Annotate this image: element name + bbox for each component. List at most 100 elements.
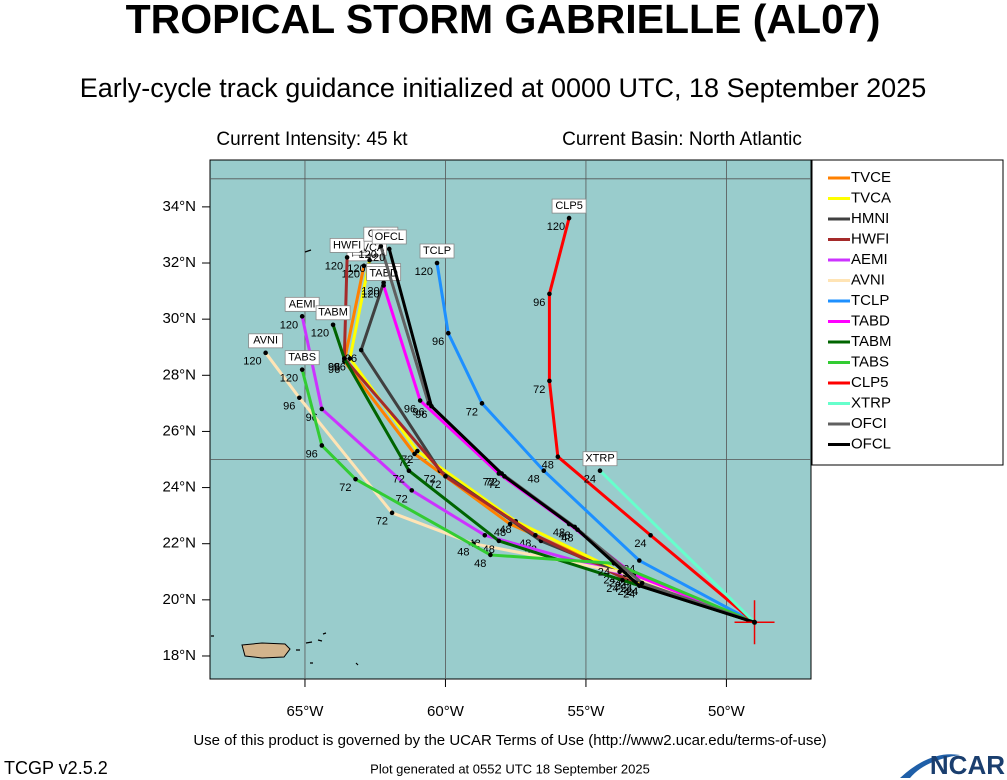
legend-label: TCLP	[851, 292, 889, 309]
track	[547, 217, 756, 624]
track	[435, 262, 756, 624]
track-point	[434, 260, 440, 266]
hour-label: 48	[474, 558, 486, 570]
hour-label: 120	[243, 356, 261, 368]
legend-box	[811, 159, 1004, 466]
hour-label: 96	[533, 297, 545, 309]
tracks: 24487296120TVCE24487296120TVCA2448729612…	[243, 198, 756, 624]
track-point	[330, 322, 336, 328]
hour-label: 120	[280, 319, 298, 331]
track-point	[406, 468, 412, 474]
hour-label: 72	[466, 406, 478, 418]
hour-label: 24	[634, 538, 646, 550]
y-tick-label: 26°N	[162, 422, 196, 439]
legend-label: OFCI	[851, 415, 887, 432]
track-point	[533, 532, 538, 538]
logo: NCAR	[930, 750, 1005, 780]
hour-label: 72	[424, 474, 436, 486]
end-label: AEMI	[289, 298, 316, 310]
y-tick-label: 24°N	[162, 479, 196, 496]
track-point	[319, 406, 325, 412]
track-point	[443, 474, 448, 479]
legend-label: HMNI	[851, 210, 889, 227]
x-tick-label: 50°W	[708, 703, 746, 720]
track	[264, 351, 756, 624]
track-point	[299, 314, 305, 319]
hour-label: 120	[325, 260, 343, 272]
y-tick-label: 22°N	[162, 535, 196, 552]
hour-label: 24	[598, 566, 610, 578]
track-point	[342, 356, 347, 361]
hour-label: 72	[488, 479, 500, 491]
end-label-box	[371, 229, 407, 245]
legend-label: CLP5	[851, 374, 889, 391]
hour-label: 24	[609, 577, 621, 589]
logo-swoosh	[900, 754, 960, 778]
hour-label: 120	[280, 373, 298, 385]
islands	[211, 249, 359, 666]
hour-label: 48	[457, 547, 469, 559]
track-point	[639, 580, 645, 586]
legend-label: TVCA	[851, 189, 891, 206]
hour-label: 24	[584, 474, 596, 486]
hour-label: 72	[339, 482, 351, 494]
basin: Current Basin: North Atlantic	[562, 129, 802, 150]
hour-label: 96	[328, 361, 340, 373]
hour-label: 48	[542, 460, 554, 472]
track-point	[575, 527, 580, 532]
track-point	[637, 583, 642, 589]
title: TROPICAL STORM GABRIELLE (AL07)	[126, 0, 881, 42]
track-point	[648, 532, 653, 538]
subtitle: Early-cycle track guidance initialized a…	[80, 73, 926, 103]
track-point	[347, 356, 353, 361]
track-point	[482, 532, 488, 538]
hour-label: 120	[358, 249, 376, 261]
hour-label: 120	[415, 266, 433, 278]
y-tick-label: 20°N	[162, 591, 196, 608]
hour-label: 48	[561, 533, 573, 545]
track-point	[415, 448, 420, 454]
legend-label: OFCL	[851, 435, 891, 452]
y-tick-label: 28°N	[162, 366, 196, 383]
hour-label: 96	[328, 361, 340, 373]
hour-label: 120	[361, 286, 379, 298]
track-point	[381, 283, 386, 288]
hour-label: 96	[283, 401, 295, 413]
end-label-box	[329, 238, 365, 253]
hour-label: 48	[494, 527, 506, 539]
intensity: Current Intensity: 45 kt	[216, 129, 408, 150]
end-label-box	[284, 296, 320, 312]
track-point	[620, 577, 625, 583]
end-label: TCLP	[423, 245, 451, 257]
track-point	[429, 403, 434, 409]
hour-label: 96	[306, 448, 318, 460]
track-point	[547, 378, 552, 384]
end-label-box	[366, 266, 402, 281]
hour-label: 96	[334, 361, 346, 373]
hour-label: 72	[376, 516, 388, 528]
track-point	[597, 468, 603, 474]
hour-label: 96	[432, 336, 444, 348]
hour-label: 24	[626, 586, 638, 598]
end-label: OFCL	[375, 231, 404, 243]
track-point	[299, 367, 305, 372]
track-point	[479, 401, 485, 406]
hour-label: 120	[361, 288, 379, 300]
end-label: HWFI	[333, 239, 361, 251]
track-point	[297, 395, 302, 401]
track-point	[417, 398, 423, 403]
track-point	[263, 350, 268, 356]
hour-label: 24	[606, 583, 618, 595]
track-point	[367, 257, 372, 263]
hour-label: 48	[553, 527, 565, 539]
legend-label: AVNI	[851, 271, 885, 288]
track-point	[488, 552, 493, 558]
track-point	[507, 521, 513, 527]
end-label-box	[582, 451, 618, 467]
track-point	[319, 443, 325, 448]
track-point	[496, 538, 502, 544]
generated: Plot generated at 0552 UTC 18 September …	[370, 761, 650, 776]
hour-label: 120	[367, 252, 385, 264]
track-point	[358, 347, 364, 353]
